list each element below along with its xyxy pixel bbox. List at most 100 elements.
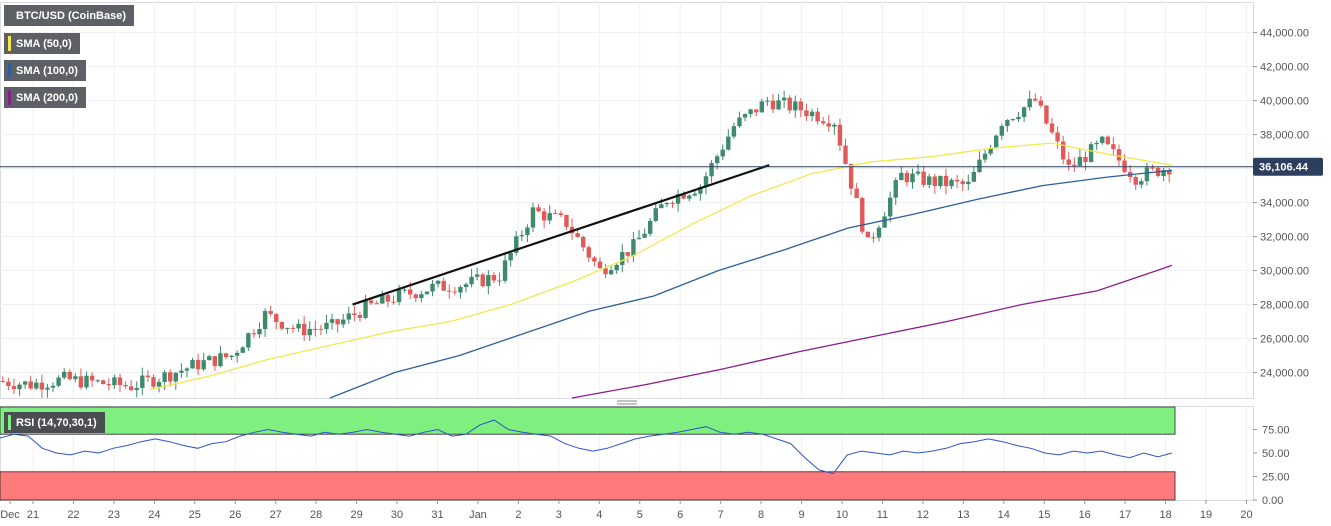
price-tick-label: 40,000.00 <box>1260 96 1309 108</box>
candle-body <box>1033 98 1038 101</box>
pane-splitter-handle[interactable] <box>617 400 637 405</box>
candle-body <box>603 268 608 275</box>
candle-body <box>681 194 686 199</box>
candle-body <box>28 381 33 389</box>
candle-body <box>1038 100 1044 106</box>
candle-body <box>608 270 614 275</box>
legend-sma100-swatch <box>8 63 11 78</box>
candle-body <box>932 176 938 186</box>
candle-body <box>653 208 658 221</box>
candle-body <box>525 227 530 236</box>
candle-body <box>664 203 670 205</box>
price-tick-label: 32,000.00 <box>1260 232 1309 244</box>
candle-body <box>865 231 871 238</box>
candle-body <box>324 322 329 330</box>
candle-body <box>558 213 564 216</box>
candle-body <box>246 333 251 348</box>
legend-symbol-swatch <box>8 8 11 23</box>
candle-body <box>1105 136 1111 145</box>
candle-body <box>447 290 452 292</box>
candle-body <box>631 239 636 256</box>
candle-body <box>274 313 279 322</box>
candle-body <box>709 163 714 177</box>
candle-body <box>938 175 943 186</box>
candle-body <box>151 377 156 387</box>
candle-body <box>826 123 831 127</box>
time-tick-label: 7 <box>718 509 724 521</box>
candle-body <box>335 319 340 325</box>
candle-body <box>402 289 407 291</box>
legend-sma100[interactable]: SMA (100,0) <box>4 60 86 81</box>
candle-body <box>184 368 190 371</box>
current-price-tag-bg <box>1253 157 1323 176</box>
candle-body <box>1016 116 1021 120</box>
time-tick-label: 3 <box>556 509 562 521</box>
candle-body <box>391 301 396 303</box>
time-tick-label: 27 <box>270 509 282 521</box>
candle-body <box>17 384 22 390</box>
price-tick-label: 26,000.00 <box>1260 334 1309 346</box>
candle-body <box>832 124 837 127</box>
price-tick-label: 44,000.00 <box>1260 28 1309 40</box>
candle-body <box>698 186 703 194</box>
candle-body <box>614 264 619 271</box>
candle-body <box>290 327 296 329</box>
candle-body <box>564 215 569 227</box>
candle-body <box>770 100 776 110</box>
legend-symbol[interactable]: BTC/USD (CoinBase) <box>4 5 135 26</box>
time-tick-label: 16 <box>1079 509 1091 521</box>
candle-body <box>112 377 117 386</box>
candle-body <box>486 275 491 287</box>
time-tick-label: 6 <box>677 509 683 521</box>
candle-body <box>0 381 5 383</box>
candle-body <box>145 375 151 378</box>
rsi-line <box>0 419 1173 475</box>
candle-body <box>229 355 234 358</box>
candle-body <box>999 126 1004 136</box>
candle-body <box>140 375 145 388</box>
time-tick-label: 29 <box>350 509 362 521</box>
candle-body <box>737 117 742 127</box>
candle-body <box>218 353 223 367</box>
legend-sma200[interactable]: SMA (200,0) <box>4 87 86 108</box>
candle-body <box>156 381 162 387</box>
candle-body <box>430 283 435 292</box>
candle-body <box>296 323 301 329</box>
candle-body <box>1027 98 1032 108</box>
candle-body <box>915 171 921 174</box>
candle-body <box>871 237 876 239</box>
candle-body <box>474 274 480 277</box>
candle-body <box>1066 159 1071 165</box>
candle-body <box>491 275 497 281</box>
candle-body <box>480 274 485 287</box>
sma200-line <box>571 264 1173 399</box>
candle-body <box>553 213 558 215</box>
candle-body <box>876 227 882 238</box>
candle-body <box>781 97 787 101</box>
candle-body <box>1010 119 1016 121</box>
rsi-tick-label: 50.00 <box>1262 448 1290 460</box>
candle-body <box>508 252 513 261</box>
candle-body <box>1139 181 1144 185</box>
price-tick-label: 34,000.00 <box>1260 198 1309 210</box>
candle-body <box>11 386 17 390</box>
candle-body <box>128 386 134 391</box>
candle-body <box>754 109 759 113</box>
legend-sma50[interactable]: SMA (50,0) <box>4 33 80 54</box>
candle-body <box>1072 164 1077 166</box>
candle-body <box>720 149 725 157</box>
candle-body <box>1150 167 1155 169</box>
candle-body <box>190 359 195 369</box>
candle-body <box>837 124 843 146</box>
candle-body <box>39 382 45 390</box>
time-tick-label: 23 <box>108 509 120 521</box>
support-trendline[interactable] <box>352 164 770 306</box>
candle-body <box>798 101 804 111</box>
candle-body <box>575 233 580 238</box>
candle-body <box>536 207 541 212</box>
candle-body <box>117 377 123 386</box>
legend-rsi[interactable]: RSI (14,70,30,1) <box>4 412 105 433</box>
candle-body <box>223 353 229 358</box>
sma50-line <box>149 142 1173 391</box>
candle-body <box>352 313 357 316</box>
